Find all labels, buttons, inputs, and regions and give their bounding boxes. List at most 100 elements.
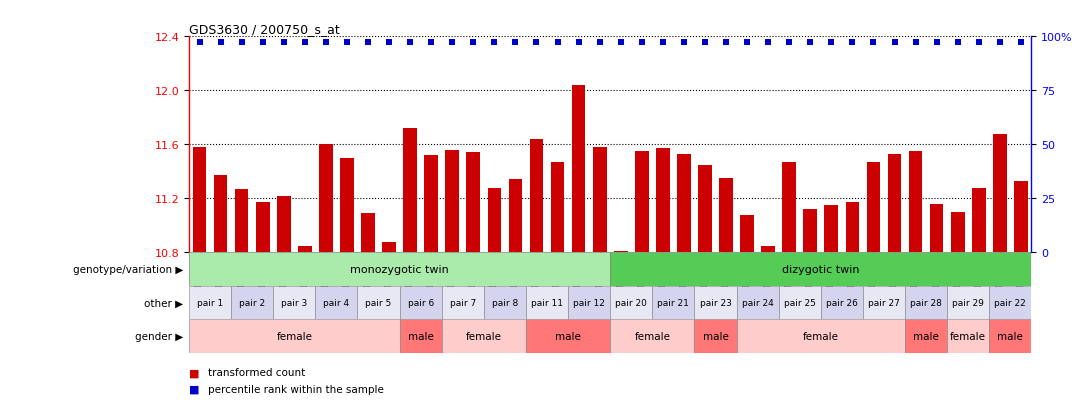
Text: pair 1: pair 1 [197, 299, 224, 307]
Point [233, 39, 251, 46]
Text: pair 3: pair 3 [281, 299, 308, 307]
Point [1012, 39, 1029, 46]
Text: male: male [914, 331, 939, 342]
Bar [613, 252, 627, 253]
Bar [403, 129, 417, 253]
Bar [424, 156, 438, 253]
Point [360, 39, 377, 46]
Text: female: female [950, 331, 986, 342]
Point [275, 39, 293, 46]
Bar [905, 320, 947, 353]
Text: transformed count: transformed count [208, 368, 306, 377]
Bar [551, 162, 565, 253]
Bar [993, 134, 1007, 253]
Bar [319, 145, 333, 253]
Bar [804, 210, 818, 253]
Point [633, 39, 650, 46]
Text: other ▶: other ▶ [145, 298, 184, 308]
Bar [635, 152, 649, 253]
Bar [298, 246, 312, 253]
Point [338, 39, 355, 46]
Text: pair 28: pair 28 [910, 299, 942, 307]
Point [907, 39, 924, 46]
Bar [276, 196, 291, 253]
Bar [950, 212, 964, 253]
Point [591, 39, 608, 46]
Text: male: male [555, 331, 581, 342]
Text: pair 26: pair 26 [826, 299, 858, 307]
Text: female: female [634, 331, 671, 342]
Bar [189, 320, 400, 353]
Text: female: female [802, 331, 839, 342]
Point [781, 39, 798, 46]
Text: pair 7: pair 7 [449, 299, 476, 307]
Text: pair 21: pair 21 [658, 299, 689, 307]
Bar [905, 286, 947, 320]
Bar [908, 152, 922, 253]
Text: pair 20: pair 20 [616, 299, 647, 307]
Point [296, 39, 313, 46]
Point [528, 39, 545, 46]
Text: pair 2: pair 2 [239, 299, 266, 307]
Text: genotype/variation ▶: genotype/variation ▶ [73, 264, 184, 275]
Bar [526, 286, 568, 320]
Bar [340, 159, 354, 253]
Point [444, 39, 461, 46]
Bar [593, 148, 607, 253]
Point [549, 39, 566, 46]
Bar [234, 190, 248, 253]
Text: pair 23: pair 23 [700, 299, 731, 307]
Point [697, 39, 714, 46]
Point [570, 39, 588, 46]
Bar [821, 286, 863, 320]
Bar [863, 286, 905, 320]
Text: percentile rank within the sample: percentile rank within the sample [208, 384, 384, 394]
Text: pair 8: pair 8 [491, 299, 518, 307]
Bar [361, 214, 375, 253]
Bar [694, 286, 737, 320]
Bar [824, 206, 838, 253]
Text: pair 22: pair 22 [995, 299, 1026, 307]
Point [928, 39, 945, 46]
Point [654, 39, 672, 46]
Bar [737, 320, 905, 353]
Text: pair 24: pair 24 [742, 299, 773, 307]
Bar [652, 286, 694, 320]
Text: pair 29: pair 29 [953, 299, 984, 307]
Bar [487, 188, 501, 253]
Bar [989, 320, 1031, 353]
Text: male: male [998, 331, 1023, 342]
Point [318, 39, 335, 46]
Bar [400, 286, 442, 320]
Point [675, 39, 692, 46]
Bar [400, 320, 442, 353]
Text: female: female [276, 331, 312, 342]
Bar [315, 286, 357, 320]
Bar [571, 85, 585, 253]
Bar [610, 253, 1031, 286]
Text: gender ▶: gender ▶ [135, 331, 184, 342]
Point [970, 39, 987, 46]
Bar [189, 253, 610, 286]
Text: pair 11: pair 11 [531, 299, 563, 307]
Point [486, 39, 503, 46]
Bar [442, 320, 526, 353]
Text: pair 5: pair 5 [365, 299, 392, 307]
Point [212, 39, 229, 46]
Bar [846, 203, 860, 253]
Bar [526, 320, 610, 353]
Bar [1014, 181, 1028, 253]
Bar [888, 154, 902, 253]
Bar [231, 286, 273, 320]
Bar [930, 204, 944, 253]
Text: dizygotic twin: dizygotic twin [782, 264, 860, 275]
Text: pair 12: pair 12 [573, 299, 605, 307]
Bar [529, 140, 543, 253]
Text: monozygotic twin: monozygotic twin [350, 264, 449, 275]
Bar [442, 286, 484, 320]
Bar [568, 286, 610, 320]
Bar [256, 203, 270, 253]
Bar [972, 188, 986, 253]
Text: ■: ■ [189, 384, 200, 394]
Bar [610, 286, 652, 320]
